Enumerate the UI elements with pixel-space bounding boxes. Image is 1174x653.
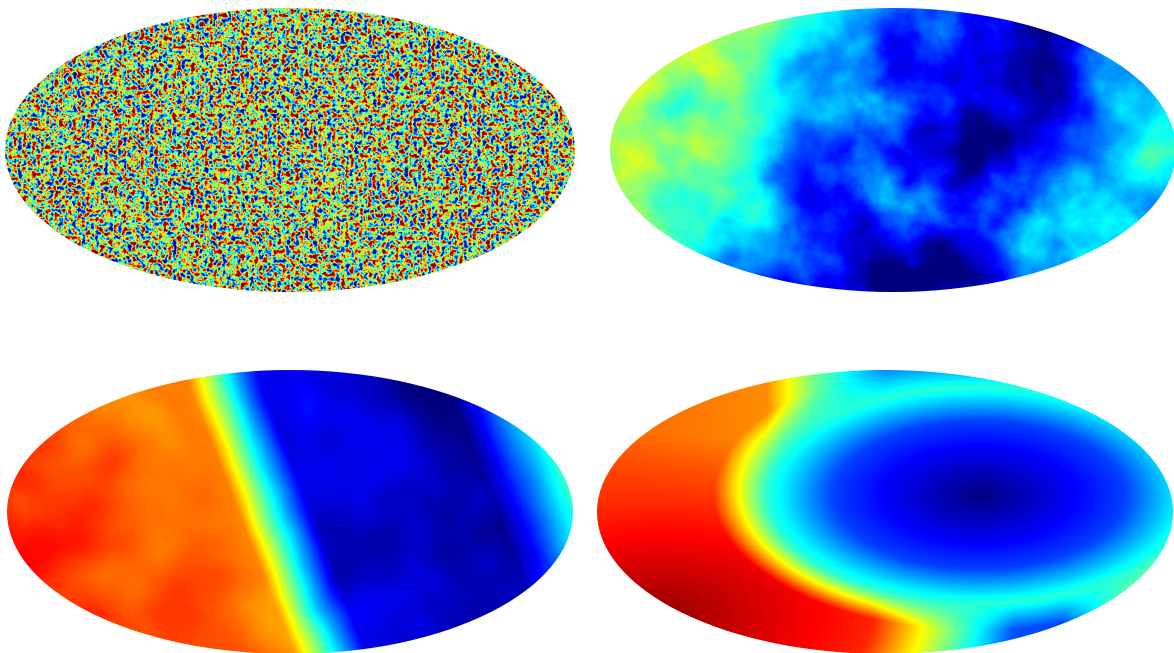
map-fill — [610, 8, 1174, 292]
sky-map-1 — [5, 8, 575, 292]
map-fill — [597, 370, 1173, 653]
map-fill — [7, 370, 573, 653]
map-fill — [5, 8, 575, 292]
map-cold — [597, 370, 1173, 653]
sky-map-4 — [597, 370, 1173, 653]
sky-map-3 — [7, 370, 573, 653]
sky-map-2 — [610, 8, 1174, 292]
